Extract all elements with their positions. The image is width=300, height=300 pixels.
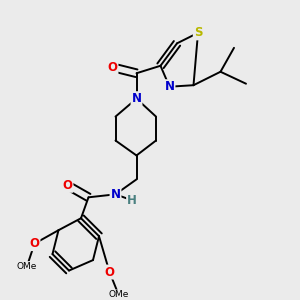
Text: N: N (110, 188, 121, 201)
Text: O: O (29, 237, 40, 250)
Text: S: S (194, 26, 202, 39)
Text: N: N (131, 92, 142, 105)
Text: O: O (62, 179, 73, 192)
Text: H: H (127, 194, 137, 207)
Text: OMe: OMe (17, 262, 37, 271)
Text: N: N (164, 80, 175, 93)
Text: O: O (107, 61, 118, 74)
Text: O: O (104, 266, 115, 279)
Text: OMe: OMe (108, 290, 129, 299)
